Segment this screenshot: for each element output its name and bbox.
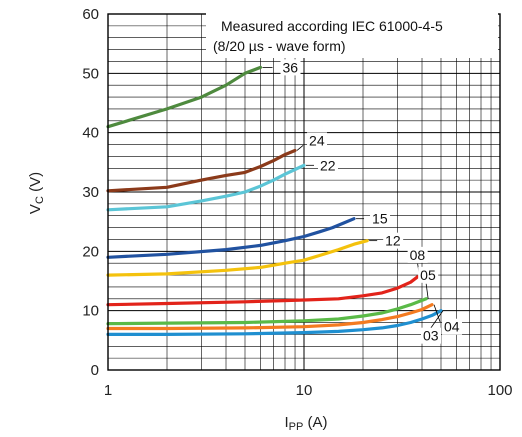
x-axis-title: IPP (A) (284, 414, 327, 433)
series-label-bg-24 (307, 132, 328, 149)
series-label-bg-15 (370, 210, 391, 227)
series-label-bg-05 (418, 266, 439, 283)
x-tick-label: 10 (296, 382, 313, 399)
y-tick-label: 60 (82, 6, 99, 23)
annotation-line-1: Measured according IEC 61000-4-5 (221, 18, 443, 34)
annotation-line-2: (8/20 µs - wave form) (213, 38, 346, 54)
series-label-bg-36 (280, 59, 301, 76)
y-tick-label: 40 (82, 125, 99, 142)
series-line-22 (106, 163, 306, 212)
series-line-05 (106, 297, 428, 326)
series-label-04: 04 (444, 319, 460, 335)
plot-lines (106, 65, 443, 336)
x-tick-label: 1 (104, 382, 112, 399)
series-line-24 (106, 148, 297, 193)
y-tick-label: 50 (82, 65, 99, 82)
series-label-36: 36 (283, 59, 299, 75)
series-line-03 (106, 309, 443, 336)
series-line-36 (106, 65, 263, 129)
series-line-08 (106, 275, 420, 307)
series-line-15 (106, 217, 356, 259)
y-axis-title: VC (V) (27, 172, 46, 214)
series-label-bg-04 (442, 318, 463, 335)
y-tick-label: 20 (82, 243, 99, 260)
tick-labels: 0 10 20 30 40 50 60 1 10 100 (82, 6, 512, 399)
series-leader-24 (296, 145, 304, 151)
series-label-15: 15 (372, 211, 388, 227)
series-label-bg-03 (420, 327, 441, 344)
y-tick-label: 0 (91, 362, 99, 379)
series-label-bg-08 (407, 246, 428, 263)
series-label-22: 22 (320, 157, 336, 173)
x-tick-label: 100 (487, 382, 512, 399)
series-leader-05 (425, 283, 429, 299)
series-leader-04 (433, 304, 441, 322)
series-label-24: 24 (309, 132, 325, 148)
grid (107, 13, 500, 371)
series-label-bg-22 (318, 157, 338, 174)
series-labels: 36 24 22 15 12 08 05 04 03 (262, 59, 463, 344)
series-line-12 (106, 239, 369, 277)
series-label-12: 12 (385, 233, 401, 249)
annotation-box (206, 12, 498, 58)
series-leader-03 (428, 310, 444, 331)
series-label-05: 05 (420, 267, 436, 283)
y-tick-label: 10 (82, 303, 99, 320)
series-line-04 (106, 303, 434, 331)
series-label-08: 08 (410, 247, 426, 263)
series-label-bg-12 (383, 232, 404, 249)
series-label-03: 03 (423, 328, 439, 344)
y-tick-label: 30 (82, 184, 99, 201)
